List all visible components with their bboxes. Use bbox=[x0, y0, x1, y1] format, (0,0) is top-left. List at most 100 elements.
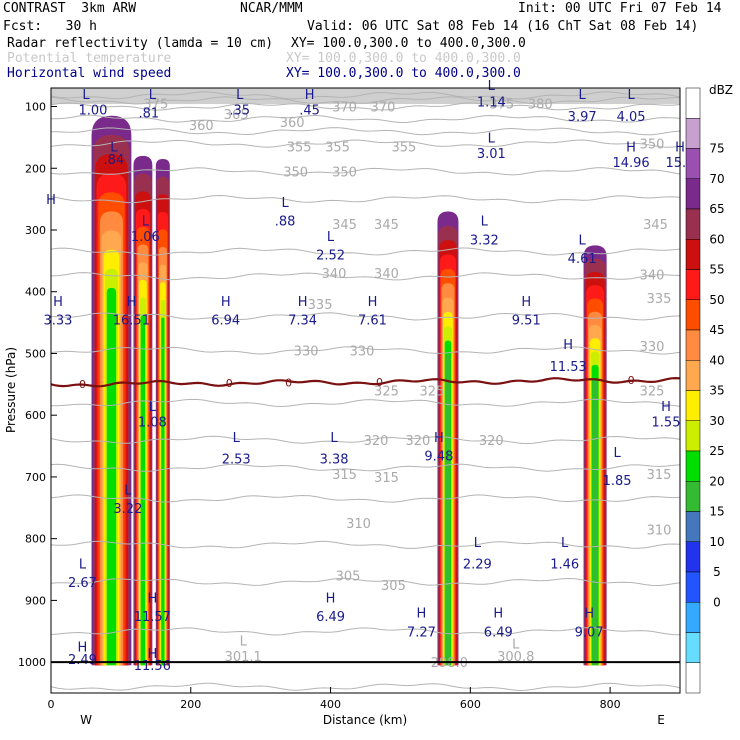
wind-label: H bbox=[126, 295, 136, 310]
colorbar-level-label: 70 bbox=[709, 172, 724, 186]
theta-label: 305 bbox=[336, 570, 361, 585]
theta-label: 345 bbox=[332, 218, 357, 233]
field-theta-xy: XY= 100.0,300.0 to 400.0,300.0 bbox=[286, 51, 521, 66]
y-tick-label: 200 bbox=[25, 162, 46, 175]
wind-label: 11.57 bbox=[134, 610, 171, 625]
colorbar-level-label: 35 bbox=[709, 384, 724, 398]
colorbar-swatch bbox=[685, 360, 701, 391]
wind-label: L bbox=[282, 196, 290, 211]
wind-label: H bbox=[298, 295, 308, 310]
colorbar-level-label: 0 bbox=[713, 595, 721, 609]
axes-layer: 100 200 300 400 500 600 700 800 900 1000 0 200 400 60… bbox=[18, 101, 621, 711]
colorbar-level-label: 65 bbox=[709, 202, 724, 216]
wind-label: 2.49 bbox=[68, 653, 97, 668]
wind-label: .88 bbox=[275, 215, 296, 230]
reflectivity-cell-3-50dbz bbox=[445, 354, 451, 666]
theta-contour-380 bbox=[51, 91, 680, 100]
theta-contour-305 bbox=[51, 577, 680, 587]
theta-extreme-label: L bbox=[512, 638, 520, 653]
x-tick-label: 0 bbox=[48, 698, 55, 711]
wind-label: 3.22 bbox=[113, 502, 142, 517]
colorbar-level-label: 20 bbox=[709, 474, 724, 488]
theta-extreme-label: 298.0 bbox=[431, 656, 468, 671]
wind-label: 3.97 bbox=[568, 110, 597, 125]
colorbar-level-label: 50 bbox=[709, 293, 724, 307]
colorbar-swatch bbox=[685, 571, 701, 603]
wind-label: L bbox=[236, 88, 244, 103]
wind-label: 2.53 bbox=[222, 452, 251, 467]
colorbar-level-label: 55 bbox=[709, 263, 724, 277]
y-tick-label: 900 bbox=[25, 594, 46, 607]
colorbar-level-label: 25 bbox=[709, 444, 724, 458]
colorbar-swatch bbox=[685, 632, 701, 663]
wind-label: .84 bbox=[104, 153, 125, 168]
x-end-label-east: E bbox=[657, 713, 665, 727]
reflectivity-layer bbox=[51, 88, 680, 666]
colorbar-swatch bbox=[685, 450, 701, 482]
y-tick-label: 100 bbox=[25, 101, 46, 114]
init-time: Init: 00 UTC Fri 07 Feb 14 bbox=[518, 1, 722, 16]
wind-label: L bbox=[79, 557, 87, 572]
x-tick-label: 200 bbox=[180, 698, 201, 711]
theta-contour-345 bbox=[51, 194, 680, 204]
colorbar-swatch bbox=[685, 541, 701, 573]
field-reflectivity-label: Radar reflectivity (lamda = 10 cm) bbox=[7, 36, 274, 51]
theta-label: 370 bbox=[371, 101, 396, 116]
theta-contour-315 bbox=[51, 494, 680, 503]
wind-label: 4.05 bbox=[617, 110, 646, 125]
wind-label: H bbox=[584, 607, 594, 622]
wind-label: H bbox=[434, 431, 444, 446]
theta-contour-335 bbox=[51, 312, 680, 321]
model-title: CONTRAST 3km ARW bbox=[3, 1, 137, 16]
freezing-level-layer: 0 0 0 0 0 bbox=[51, 374, 680, 391]
theta-label: 335 bbox=[647, 292, 672, 307]
wind-label: H bbox=[221, 295, 231, 310]
freezing-level-label: 0 bbox=[285, 377, 292, 390]
colorbar-level-label: 45 bbox=[709, 323, 724, 337]
theta-contour-325 bbox=[51, 398, 680, 408]
wind-label: H bbox=[626, 141, 636, 156]
wind-label: 14.96 bbox=[612, 156, 649, 171]
wind-label: H bbox=[368, 295, 378, 310]
wind-label: 3.38 bbox=[320, 452, 349, 467]
theta-label: 360 bbox=[189, 119, 214, 134]
theta-label: 315 bbox=[374, 471, 399, 486]
forecast-hour: Fcst: 30 h bbox=[3, 19, 97, 34]
wind-label: H bbox=[417, 607, 427, 622]
colorbar-level-label: 30 bbox=[709, 414, 724, 428]
theta-label: 355 bbox=[392, 141, 417, 156]
reflectivity-cell-1-45dbz bbox=[140, 315, 146, 666]
theta-contour-330 bbox=[51, 346, 680, 355]
theta-contour-370 bbox=[51, 102, 680, 111]
valid-time: Valid: 06 UTC Sat 08 Feb 14 (16 ChT Sat … bbox=[307, 19, 699, 34]
y-axis-label: Pressure (hPa) bbox=[4, 347, 18, 433]
wind-label: L bbox=[561, 536, 569, 551]
wind-label: 9.48 bbox=[424, 449, 453, 464]
theta-contour-315 bbox=[51, 463, 680, 472]
reflectivity-cell-0-45dbz bbox=[106, 287, 117, 666]
y-tick-label: 400 bbox=[25, 286, 46, 299]
y-tick-label: 300 bbox=[25, 224, 46, 237]
wind-label: H bbox=[53, 295, 63, 310]
field-wind-xy: XY= 100.0,300.0 to 400.0,300.0 bbox=[286, 66, 521, 81]
wind-label: 2.67 bbox=[68, 576, 97, 591]
theta-contour-350 bbox=[51, 167, 680, 176]
wind-label: 1.85 bbox=[603, 474, 632, 489]
wind-label: 6.49 bbox=[316, 610, 345, 625]
theta-label: 380 bbox=[528, 97, 553, 112]
wind-label: L bbox=[233, 431, 241, 446]
wind-label: 2.29 bbox=[463, 557, 492, 572]
colorbar-level-label: 40 bbox=[709, 353, 724, 367]
wind-label: .45 bbox=[299, 104, 320, 119]
colorbar-swatch bbox=[685, 329, 701, 361]
theta-label: 345 bbox=[643, 218, 668, 233]
colorbar-swatch bbox=[685, 299, 701, 331]
theta-label: 305 bbox=[381, 579, 406, 594]
wind-label: 1.14 bbox=[477, 96, 506, 111]
colorbar-level-label: 10 bbox=[709, 535, 724, 549]
wind-label: L bbox=[124, 483, 132, 498]
wind-label: H bbox=[563, 338, 573, 353]
colorbar-swatch bbox=[685, 269, 701, 300]
wind-label: 4.61 bbox=[568, 252, 597, 267]
